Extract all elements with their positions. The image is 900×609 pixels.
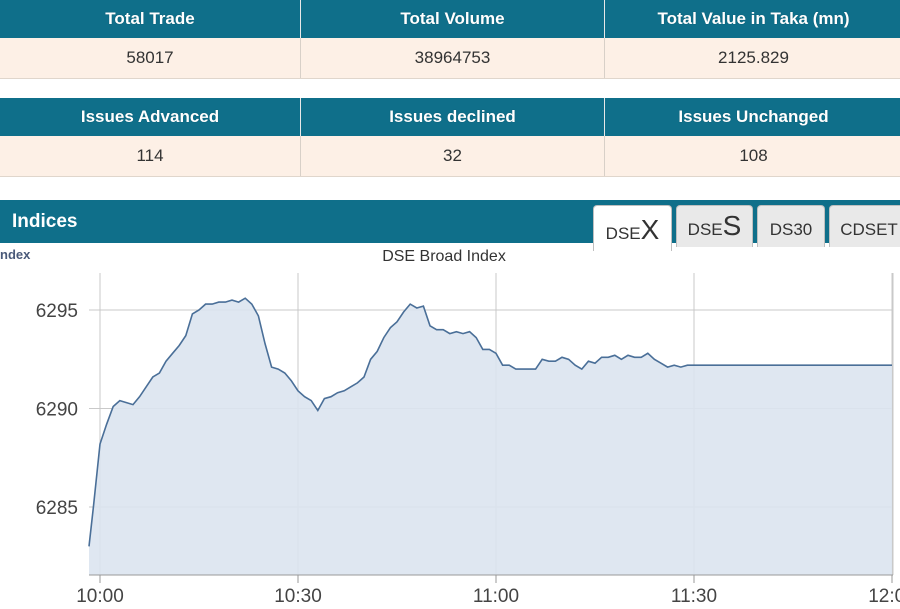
header-total-value: Total Value in Taka (mn) — [604, 0, 900, 38]
tab-dses[interactable]: DSE S — [676, 205, 753, 247]
tab-ds30[interactable]: DS30 — [757, 205, 825, 247]
dsex-chart: DSE Broad Index ndex 10:00 10:30 11:00 11:3… — [0, 247, 900, 607]
tab-dsex-prefix: DSE — [605, 224, 641, 243]
value-total-value: 2125.829 — [604, 38, 900, 79]
x-tick-label: 10:00 — [76, 586, 124, 607]
x-tick-label: 12:00 — [868, 586, 900, 607]
y-tick-label: 6285 — [36, 498, 78, 519]
y-tick-label: 6295 — [36, 301, 78, 322]
tab-dses-suffix: S — [722, 210, 742, 241]
header-total-trade: Total Trade — [0, 0, 301, 38]
issues-summary-table: Issues Advanced Issues declined Issues U… — [0, 98, 900, 177]
y-tick-label: 6290 — [36, 400, 78, 421]
chart-ticks: 10:00 10:30 11:00 11:30 12:00 6285 6290 6295 — [36, 301, 900, 607]
header-issues-advanced: Issues Advanced — [0, 98, 301, 136]
header-issues-unchanged: Issues Unchanged — [604, 98, 900, 136]
index-area — [89, 298, 892, 575]
header-total-volume: Total Volume — [300, 0, 605, 38]
indices-title: Indices — [12, 211, 78, 232]
value-issues-declined: 32 — [300, 136, 605, 177]
market-summary-table: Total Trade Total Volume Total Value in … — [0, 0, 900, 79]
tab-dses-prefix: DSE — [687, 220, 723, 239]
value-total-trade: 58017 — [0, 38, 301, 79]
y-axis-label: ndex — [0, 247, 31, 262]
value-issues-advanced: 114 — [0, 136, 301, 177]
header-issues-declined: Issues declined — [300, 98, 605, 136]
x-tick-label: 11:00 — [473, 586, 519, 607]
index-line — [88, 297, 892, 547]
tab-dsex-suffix: X — [640, 214, 660, 245]
x-tick-label: 10:30 — [274, 586, 322, 607]
tab-cdset-label: CDSET — [840, 220, 898, 239]
value-issues-unchanged: 108 — [604, 136, 900, 177]
x-tick-label: 11:30 — [671, 586, 717, 607]
tab-dsex[interactable]: DSE X — [593, 205, 672, 251]
value-total-volume: 38964753 — [300, 38, 605, 79]
tab-cdset[interactable]: CDSET — [829, 205, 900, 247]
tab-ds30-label: DS30 — [769, 220, 813, 239]
chart-title: DSE Broad Index — [382, 248, 506, 265]
